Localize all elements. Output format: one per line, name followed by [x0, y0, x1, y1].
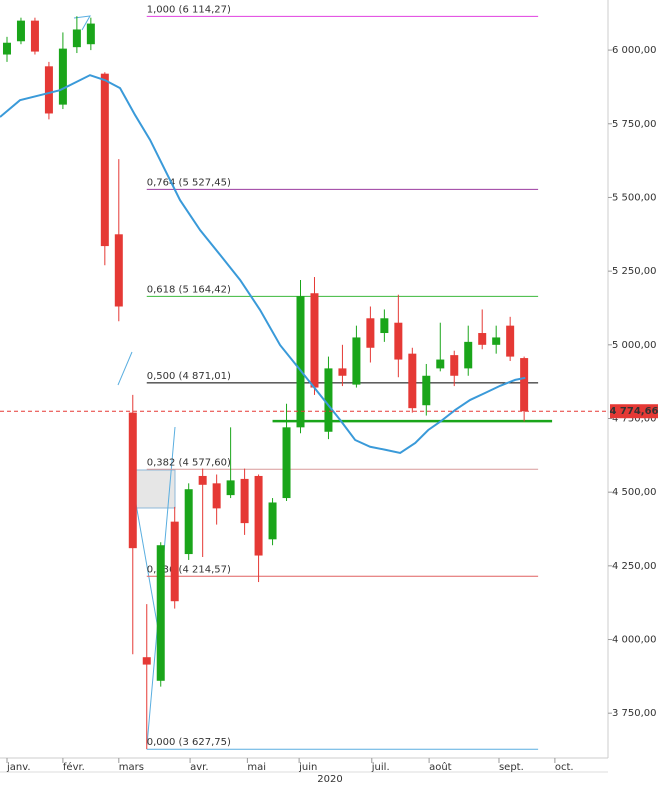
candle-body [58, 48, 67, 105]
y-tick-label: 5 750,00 [612, 119, 657, 130]
y-tick-label: 4 250,00 [612, 561, 657, 572]
candle-body [338, 368, 347, 376]
x-tick-label: oct. [555, 762, 574, 773]
drawing-rect [129, 469, 176, 509]
x-tick-label: juil. [371, 762, 390, 773]
candle-body [436, 359, 445, 369]
candle-body [184, 489, 193, 555]
y-tick-label: 5 500,00 [612, 192, 657, 203]
fib-label: 1,000 (6 114,27) [147, 4, 231, 15]
x-tick-label: sept. [499, 762, 524, 773]
candle-body [422, 375, 431, 406]
y-tick-label: 4 500,00 [612, 487, 657, 498]
candle-body [380, 318, 389, 334]
candle-body [296, 296, 305, 428]
candle-body [30, 20, 39, 52]
candle-body [226, 480, 235, 496]
candle-body [352, 337, 361, 385]
candle-body [268, 502, 277, 540]
candle-body [464, 341, 473, 369]
x-tick-label: juin [298, 762, 317, 773]
x-tick-label: mai [247, 762, 266, 773]
last-price-box [610, 404, 658, 419]
candle-body [156, 545, 165, 681]
candle-body [114, 234, 123, 307]
candle-body [478, 333, 487, 345]
x-tick-label: août [429, 761, 452, 773]
fib-label: 0,382 (4 577,60) [147, 457, 231, 468]
candle-body [240, 478, 249, 524]
fib-label: 0,000 (3 627,75) [147, 737, 231, 748]
candle-body [212, 483, 221, 509]
candle-body [128, 412, 137, 549]
candle-body [450, 355, 459, 376]
candle-body [394, 322, 403, 360]
fib-label: 0,500 (4 871,01) [147, 371, 231, 382]
y-tick-label: 4 000,00 [612, 635, 657, 646]
last-price-label: 4 774,66 [609, 406, 658, 417]
candle-body [86, 23, 95, 45]
candle-body [198, 475, 207, 485]
fib-label: 0,764 (5 527,45) [147, 177, 231, 188]
x-tick-label: janv. [6, 762, 31, 773]
candle-body [16, 20, 25, 42]
candle-body [100, 73, 109, 247]
candle-body [2, 42, 11, 55]
candle-body [366, 318, 375, 348]
candle-body [254, 475, 263, 556]
y-tick-label: 6 000,00 [612, 45, 657, 56]
x-tick-label: avr. [190, 762, 208, 773]
x-tick-label: mars [119, 762, 144, 773]
candle-body [72, 29, 81, 48]
y-tick-label: 5 250,00 [612, 266, 657, 277]
candle-body [324, 368, 333, 432]
fib-label: 0,236 (4 214,57) [147, 564, 231, 575]
y-tick-label: 5 000,00 [612, 340, 657, 351]
candle-body [506, 325, 515, 357]
candle-body [282, 427, 291, 499]
x-tick-label: févr. [63, 761, 85, 773]
candle-body [492, 337, 501, 345]
candle-body [408, 353, 417, 409]
candle-body [310, 293, 319, 388]
candle-body [170, 521, 179, 602]
y-tick-label: 3 750,00 [612, 708, 657, 719]
y-tick-label: 4 750,00 [612, 413, 657, 424]
moving-average [0, 74, 526, 455]
candle-body [142, 657, 151, 665]
year-label: 2020 [317, 774, 342, 785]
fib-label: 0,618 (5 164,42) [147, 284, 231, 295]
candle-body [44, 66, 53, 114]
candle-body [520, 358, 529, 412]
